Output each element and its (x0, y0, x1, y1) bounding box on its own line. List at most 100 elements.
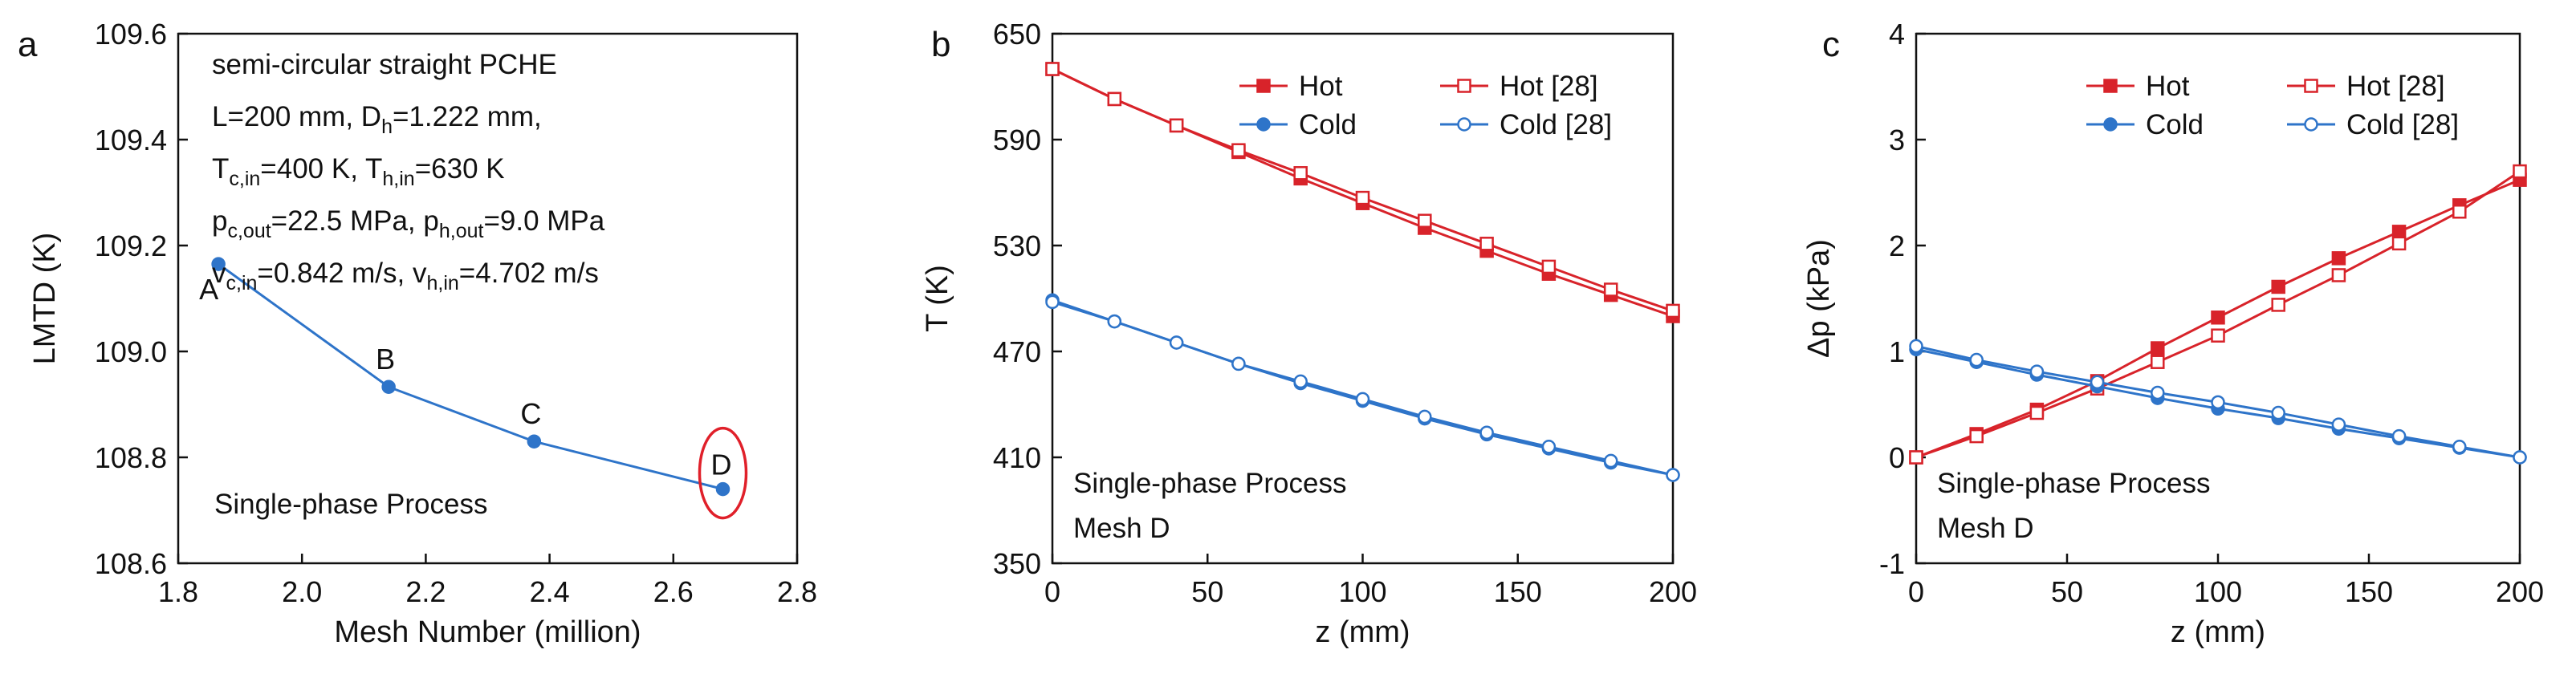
data-point (1355, 190, 1370, 205)
data-point (2391, 236, 2407, 251)
process-note: Single-phase Process (214, 489, 487, 520)
legend-marker (2304, 117, 2318, 132)
y-tick-label: 590 (993, 124, 1041, 156)
series-line-3 (1052, 300, 1674, 477)
annotation-subscript: c,in (226, 272, 258, 294)
point-label: C (520, 397, 541, 430)
y-tick-label: 108.6 (95, 547, 167, 580)
annotation-line: semi-circular straight PCHE (212, 49, 557, 80)
data-point (2029, 364, 2045, 379)
legend-label: Hot [28] (2346, 71, 2445, 102)
annotation-subscript: c,in (229, 168, 260, 190)
y-tick-label: 350 (993, 547, 1041, 580)
data-point (1479, 425, 1494, 440)
data-point (1045, 294, 1060, 310)
x-tick-label: 0 (1044, 575, 1060, 608)
data-point (2331, 251, 2346, 266)
plot-frame (177, 32, 799, 565)
data-point (381, 380, 396, 394)
y-tick-label: 530 (993, 229, 1041, 262)
y-tick-label: 1 (1889, 335, 1905, 368)
data-point (1231, 143, 1246, 157)
x-tick-label: 150 (2345, 575, 2393, 608)
data-point (1418, 409, 1432, 424)
y-tick-label: 470 (993, 335, 1041, 368)
data-point (1231, 356, 1246, 371)
data-point (2151, 355, 2165, 369)
x-tick-label: 2.0 (282, 575, 322, 608)
y-tick-label: 4 (1889, 18, 1905, 51)
y-tick-label: 109.6 (95, 18, 167, 51)
process-note: Mesh D (1073, 513, 1170, 544)
data-point (2452, 440, 2467, 454)
data-point (1969, 352, 1984, 367)
annotation-text: =9.0 MPa (483, 205, 604, 237)
data-point (2271, 298, 2285, 312)
data-point (2391, 225, 2407, 239)
data-point (1479, 237, 1494, 251)
data-point (211, 257, 226, 271)
x-tick-label: 200 (2496, 575, 2544, 608)
annotation-text: =4.702 m/s (459, 258, 599, 289)
legend-marker (1256, 117, 1271, 132)
data-point (2151, 385, 2165, 400)
legend-marker (1256, 79, 1271, 93)
panel-b-label: b (931, 25, 950, 64)
data-point (2331, 417, 2346, 432)
y-tick-label: 650 (993, 18, 1041, 51)
y-axis-label: T (K) (921, 265, 954, 332)
process-note: Single-phase Process (1937, 468, 2210, 499)
data-point (2211, 328, 2225, 343)
annotation-text: =0.842 m/s, v (257, 258, 427, 289)
data-point (2271, 279, 2285, 294)
y-tick-label: 109.0 (95, 335, 167, 368)
data-point (1107, 91, 1122, 107)
annotation-text: p (212, 205, 227, 237)
annotation-subscript: h (381, 116, 393, 138)
data-point (1909, 339, 1923, 354)
y-axis-label: LMTD (K) (28, 233, 62, 365)
x-tick-label: 100 (1338, 575, 1386, 608)
legend-label: Cold (1299, 109, 1357, 140)
panel-c-label: c (1822, 25, 1840, 64)
data-point (1107, 314, 1122, 329)
data-point (1045, 62, 1060, 76)
x-tick-label: 2.4 (530, 575, 570, 608)
data-point (2151, 341, 2165, 355)
x-tick-label: 2.8 (777, 575, 817, 608)
annotation-text: v (212, 258, 226, 289)
annotation-text: =1.222 mm, (393, 101, 542, 132)
annotation-text: =22.5 MPa, p (271, 205, 439, 237)
annotation-line: L=200 mm, Dh=1.222 mm, (212, 101, 542, 138)
data-point (1293, 374, 1308, 389)
annotation-text: =400 K, T (260, 153, 382, 185)
legend-marker (2103, 79, 2118, 93)
x-axis-label: Mesh Number (million) (334, 615, 641, 649)
x-tick-label: 100 (2194, 575, 2242, 608)
legend-marker (1457, 79, 1471, 93)
legend-label: Cold [28] (1500, 109, 1612, 140)
data-point (1603, 282, 1618, 297)
y-tick-label: 108.8 (95, 441, 167, 474)
data-point (1969, 428, 1984, 444)
data-point (715, 481, 730, 497)
annotation-text: =630 K (415, 153, 505, 185)
legend-marker (2103, 117, 2118, 132)
annotation-text: T (212, 153, 229, 185)
x-tick-label: 0 (1908, 575, 1924, 608)
annotation-subscript: h,in (426, 272, 458, 294)
legend-label: Hot [28] (1500, 71, 1598, 102)
y-tick-label: 109.2 (95, 229, 167, 262)
panel-b: b 0 50 100 150 200 350 410 470 530 590 650 z (mm) T … (921, 18, 1697, 649)
annotation-text: L=200 mm, D (212, 101, 381, 132)
y-tick-label: 0 (1889, 441, 1905, 474)
x-tick-label: 50 (1191, 575, 1223, 608)
data-point (1541, 440, 1557, 454)
data-point (2271, 405, 2285, 420)
data-point (1169, 118, 1184, 133)
data-point (2391, 428, 2407, 444)
data-point (2513, 450, 2527, 465)
legend-label: Cold [28] (2346, 109, 2459, 140)
